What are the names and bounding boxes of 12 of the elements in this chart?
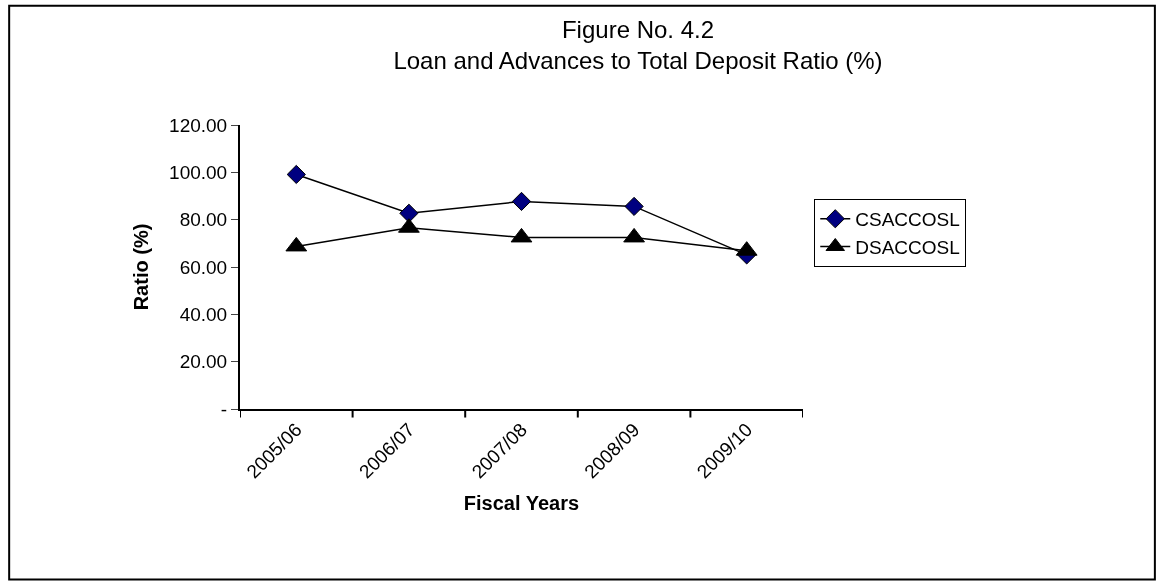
chart-title: Figure No. 4.2 Loan and Advances to Total Deposit Ratio (%) [393, 15, 883, 75]
legend-label: CSACCOSL [855, 209, 960, 231]
y-axis-title: Ratio (%) [130, 223, 153, 311]
y-tick-label: 100.00 [169, 161, 228, 183]
y-tick-label: 40.00 [179, 303, 228, 325]
y-tick-label: 60.00 [179, 256, 228, 278]
y-tick-label: 120.00 [169, 114, 228, 136]
y-tick-label: - [220, 398, 228, 420]
legend-label: DSACCOSL [855, 236, 960, 258]
y-tick-label: 20.00 [179, 351, 228, 373]
y-tick-label: 80.00 [179, 209, 228, 231]
x-axis-title: Fiscal Years [463, 492, 580, 515]
